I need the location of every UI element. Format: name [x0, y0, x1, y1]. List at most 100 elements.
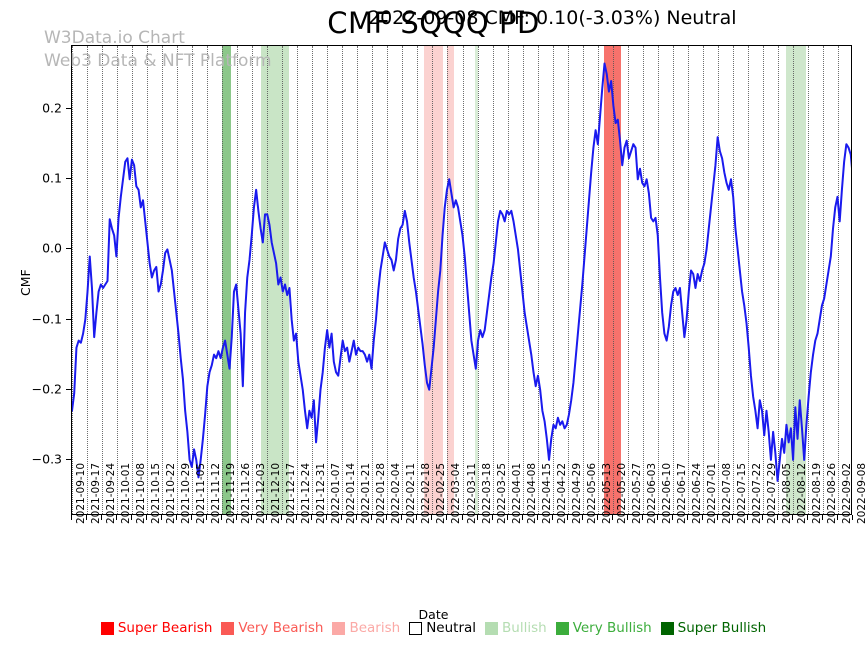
- x-axis-tick-mark: [852, 515, 853, 520]
- x-axis-tick-mark: [371, 515, 373, 520]
- gridline: [237, 46, 239, 514]
- legend-item[interactable]: Bearish: [332, 620, 400, 636]
- x-axis-tick-mark: [101, 515, 103, 520]
- x-axis-tick-mark: [416, 515, 418, 520]
- x-axis-tick-mark: [266, 515, 268, 520]
- legend-item[interactable]: Super Bullish: [660, 620, 766, 636]
- x-axis-tick-mark: [701, 515, 703, 520]
- gridline: [822, 46, 824, 514]
- gridline: [252, 46, 254, 514]
- legend-item[interactable]: Bullish: [485, 620, 547, 636]
- signal-band: [260, 46, 289, 514]
- legend-swatch-icon: [485, 621, 499, 635]
- x-axis-tick-mark: [191, 515, 193, 520]
- x-axis-tick-mark: [761, 515, 763, 520]
- x-axis-tick-mark: [446, 515, 448, 520]
- gridline: [357, 46, 359, 514]
- x-axis-tick-mark: [746, 515, 748, 520]
- gridline: [372, 46, 374, 514]
- legend-item[interactable]: Neutral: [409, 620, 476, 636]
- y-axis-tick-label: −0.2: [31, 381, 62, 397]
- x-axis-tick-mark: [476, 515, 478, 520]
- x-axis-tick-mark: [836, 515, 838, 520]
- x-axis-tick-mark: [221, 515, 223, 520]
- gridline: [432, 46, 434, 514]
- gridline: [312, 46, 314, 514]
- chart-title: CMF SQQQ PD: [327, 6, 540, 40]
- y-axis-tick-mark: [66, 178, 71, 180]
- gridline: [717, 46, 719, 514]
- x-axis-tick-mark: [251, 515, 253, 520]
- gridline: [807, 46, 809, 514]
- x-axis-tick-mark: [806, 515, 808, 520]
- gridline: [282, 46, 284, 514]
- x-axis-tick-mark: [671, 515, 673, 520]
- gridline: [837, 46, 839, 514]
- y-axis-tick-label: −0.1: [31, 311, 62, 327]
- x-axis-tick-mark: [641, 515, 643, 520]
- gridline: [447, 46, 449, 514]
- gridline: [777, 46, 779, 514]
- gridline: [147, 46, 149, 514]
- legend-swatch-icon: [555, 621, 569, 635]
- x-axis-tick-mark: [326, 515, 328, 520]
- x-axis-tick-mark: [536, 515, 538, 520]
- gridline: [462, 46, 464, 514]
- gridline: [642, 46, 644, 514]
- y-axis-tick-label: 0.0: [42, 240, 62, 256]
- legend-item[interactable]: Very Bearish: [221, 620, 323, 636]
- x-axis-tick-mark: [281, 515, 283, 520]
- signal-legend: Super Bearish Very Bearish Bearish Neutral B…: [0, 620, 867, 636]
- legend-swatch-icon: [332, 621, 346, 635]
- legend-item-label: Very Bullish: [572, 620, 652, 636]
- x-axis-tick-mark: [386, 515, 388, 520]
- x-axis-tick-mark: [581, 515, 583, 520]
- x-axis-tick-mark: [146, 515, 148, 520]
- x-axis-tick-mark: [311, 515, 313, 520]
- gridline: [417, 46, 419, 514]
- legend-item-label: Very Bearish: [238, 620, 324, 636]
- legend-item-label: Neutral: [426, 620, 477, 636]
- x-axis-tick-mark: [341, 515, 343, 520]
- gridline: [162, 46, 164, 514]
- x-axis-tick-mark: [686, 515, 688, 520]
- gridline: [702, 46, 704, 514]
- gridline: [132, 46, 134, 514]
- gridline: [192, 46, 194, 514]
- gridline: [792, 46, 794, 514]
- signal-bands-layer: [72, 46, 851, 514]
- legend-swatch-icon: [100, 621, 114, 635]
- x-axis-tick-mark: [461, 515, 463, 520]
- x-axis-tick-mark: [356, 515, 358, 520]
- gridline: [297, 46, 299, 514]
- legend-swatch-icon: [660, 621, 674, 635]
- x-axis-tick-mark: [506, 515, 508, 520]
- y-axis-label: CMF: [18, 269, 33, 296]
- y-axis-tick-mark: [66, 318, 71, 320]
- gridline: [567, 46, 569, 514]
- y-axis-tick-label: 0.1: [42, 170, 62, 186]
- legend-item[interactable]: Very Bullish: [555, 620, 652, 636]
- x-axis-tick-mark: [86, 515, 88, 520]
- x-axis-tick-mark: [176, 515, 178, 520]
- gridline: [747, 46, 749, 514]
- x-axis-tick-mark: [791, 515, 793, 520]
- gridline: [627, 46, 629, 514]
- legend-item-label: Bullish: [502, 620, 547, 636]
- signal-band: [786, 46, 806, 514]
- signal-band: [222, 46, 231, 514]
- legend-item[interactable]: Super Bearish: [100, 620, 212, 636]
- y-axis-tick-label: 0.2: [42, 100, 62, 116]
- cmf-series-line: [72, 62, 851, 482]
- gridline: [222, 46, 224, 514]
- legend-item-label: Bearish: [349, 620, 401, 636]
- gridline: [402, 46, 404, 514]
- x-axis-tick-mark: [131, 515, 133, 520]
- x-axis-tick-mark: [716, 515, 718, 520]
- signal-band: [475, 46, 479, 514]
- x-axis-tick-mark: [296, 515, 298, 520]
- y-axis-tick-mark: [66, 248, 71, 250]
- y-axis-tick-mark: [66, 388, 71, 390]
- x-axis-tick-mark: [116, 515, 118, 520]
